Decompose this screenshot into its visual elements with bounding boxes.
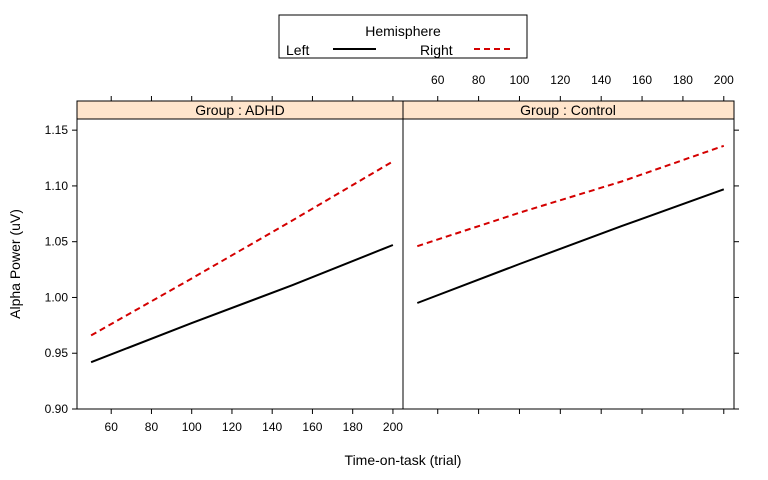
legend: Hemisphere Left Right	[278, 14, 528, 59]
y-tick-label: 0.95	[45, 346, 69, 360]
strip-adhd-label: Group : ADHD	[195, 102, 284, 118]
legend-label-left: Left	[286, 42, 309, 58]
axis-ticks: 60 60 80 80 100 100 120 120 140 140 160 160 180 180 20…	[45, 73, 739, 434]
series-left-adhd	[90, 244, 394, 364]
x-tick-label-top: 60	[431, 73, 445, 87]
series-lines	[90, 144, 725, 364]
x-axis-title: Time-on-task (trial)	[345, 452, 462, 468]
x-tick-label-bottom: 60	[105, 420, 119, 434]
x-tick-label-bottom: 180	[343, 420, 363, 434]
series-right-adhd	[90, 160, 394, 337]
x-tick-label-bottom: 140	[262, 420, 282, 434]
series-left-control	[416, 188, 725, 304]
legend-label-right: Right	[420, 42, 453, 58]
legend-box	[278, 14, 528, 59]
x-tick-label-top: 160	[632, 73, 652, 87]
y-tick-label: 1.05	[45, 235, 69, 249]
strip-adhd: Group : ADHD	[76, 100, 404, 120]
x-tick-label-bottom: 100	[182, 420, 202, 434]
x-tick-label-bottom: 120	[222, 420, 242, 434]
y-tick-label: 1.15	[45, 123, 69, 137]
strip-control-label: Group : Control	[520, 102, 616, 118]
y-tick-label: 0.90	[45, 402, 69, 416]
x-tick-label-top: 100	[509, 73, 529, 87]
strip-control: Group : Control	[402, 100, 735, 120]
legend-title: Hemisphere	[365, 23, 441, 39]
x-tick-label-top: 120	[550, 73, 570, 87]
x-tick-label-bottom: 80	[145, 420, 159, 434]
x-tick-label-top: 140	[591, 73, 611, 87]
y-tick-label: 1.00	[45, 290, 69, 304]
x-tick-label-top: 180	[673, 73, 693, 87]
x-tick-label-bottom: 200	[383, 420, 403, 434]
y-tick-label: 1.10	[45, 179, 69, 193]
y-axis-title: Alpha Power (uV)	[7, 209, 23, 319]
panel-control-frame	[402, 118, 735, 410]
x-tick-label-bottom: 160	[302, 420, 322, 434]
series-right-control	[416, 144, 725, 248]
panel-adhd-frame	[76, 118, 404, 410]
x-tick-label-top: 200	[714, 73, 734, 87]
x-tick-label-top: 80	[472, 73, 486, 87]
